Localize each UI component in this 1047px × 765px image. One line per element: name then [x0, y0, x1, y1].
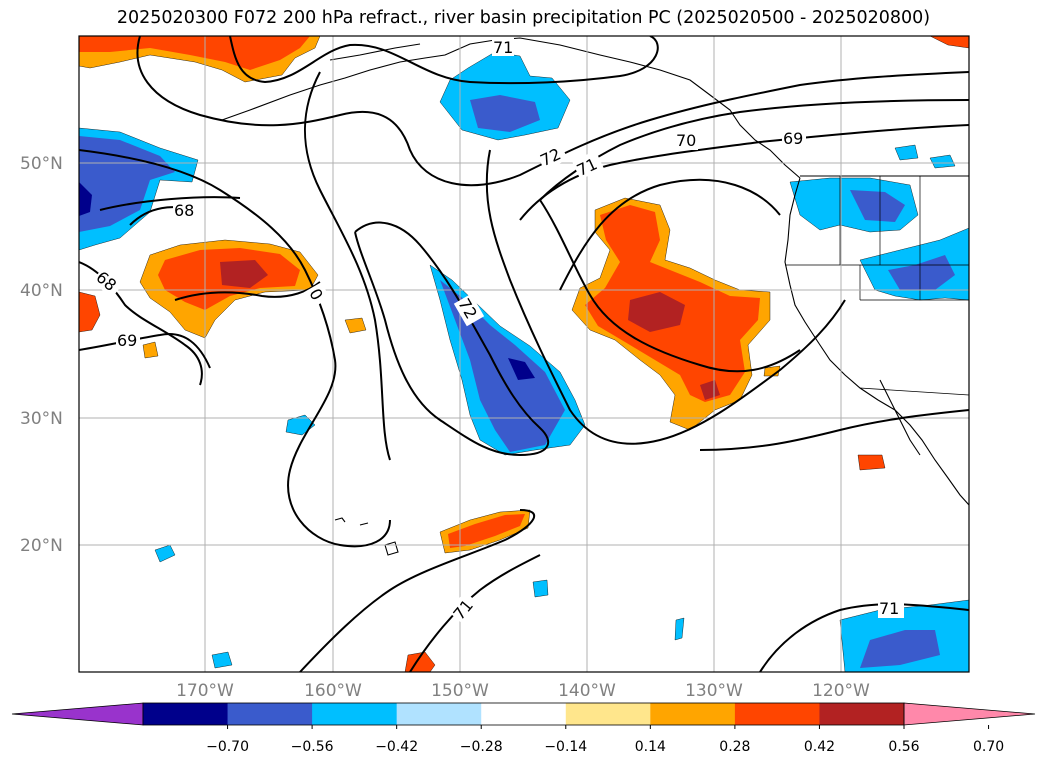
state-borders: [785, 176, 969, 301]
contour-72-mid: [79, 149, 391, 548]
map-title: 2025020300 F072 200 hPa refract., river …: [116, 8, 931, 28]
colorbar-tick-label: 0.70: [973, 739, 1004, 755]
contour-69-west: [79, 196, 241, 369]
contour-71-southeast: [759, 603, 969, 672]
lon-label-130w: 130°W: [685, 681, 743, 701]
contour-label-71-north: 71: [493, 38, 513, 57]
blue-core-pnw: [850, 190, 905, 222]
contour-71-north: [229, 36, 659, 85]
colorbar-segments: [143, 703, 905, 725]
contour-71-outer: [539, 199, 801, 373]
colorbar-frame: [142, 702, 905, 726]
contour-71-east: [519, 124, 969, 221]
blue-blob-7: [929, 154, 956, 169]
map-frame: [78, 35, 970, 673]
warm-region-ne-corner: [929, 36, 969, 49]
lat-label-20n: 20°N: [20, 536, 63, 556]
alaska-islands: [329, 43, 421, 61]
lat-label-30n: 30°N: [20, 409, 63, 429]
contour-71-inner: [485, 149, 846, 445]
lon-label-120w: 120°W: [812, 681, 870, 701]
contour-71-southwest: [409, 554, 541, 672]
darkblue-core-west: [79, 182, 92, 216]
contour-label-68-upper: 68: [174, 201, 194, 220]
contour-label-69-east: 69: [783, 129, 803, 148]
colorbar-tick-label: 0.28: [719, 739, 750, 755]
colorbar-tick-label: 0.14: [635, 739, 666, 755]
colorbar-tick-label: −0.28: [460, 739, 503, 755]
contour-71-center: [304, 71, 391, 461]
contour-label-71-southeast: 71: [879, 599, 899, 618]
warm-core-northwest: [79, 36, 310, 70]
blue-blob-2: [154, 544, 176, 563]
colorbar-tick-label: −0.70: [206, 739, 249, 755]
blue-blob-4: [674, 617, 685, 641]
blue-core-southeast: [860, 630, 940, 668]
colorbar-tick-label: 0.42: [804, 739, 835, 755]
lat-label-40n: 40°N: [20, 281, 63, 301]
blue-blob-3: [532, 579, 549, 598]
lon-label-150w: 150°W: [431, 681, 489, 701]
lat-label-50n: 50°N: [20, 154, 63, 174]
alaska-coast: [221, 37, 801, 179]
darkblue-core-central: [508, 358, 535, 380]
blue-core-west: [79, 136, 175, 232]
blue-core-rockies: [888, 255, 955, 290]
colorbar-segment: [481, 703, 567, 725]
contour-70-south: [699, 409, 969, 451]
colorbar-segment: [396, 703, 482, 725]
colorbar-segment: [650, 703, 736, 725]
colorbar-tick-label: 0.56: [888, 739, 919, 755]
contour-upper-loop: [136, 36, 969, 187]
contour-labels: 71 72 71 70 69 68 68 69 0 72 71 71: [91, 38, 904, 625]
latitude-labels: 50°N 40°N 30°N 20°N: [20, 154, 63, 556]
darkred-core-east-pacific: [628, 292, 685, 332]
blue-blob-6: [894, 144, 919, 161]
map-panel: 71 72 71 70 69 68 68 69 0 72 71 71: [79, 36, 969, 672]
blue-blob-5: [211, 651, 233, 669]
darkred-core-west-pacific: [220, 260, 268, 288]
hawaii-islands: [334, 517, 399, 556]
refractivity-contours: [79, 36, 969, 672]
colorbar-left-extension: [11, 702, 144, 726]
colorbar-right-extension: [903, 702, 1036, 726]
colorbar-segment: [734, 703, 820, 725]
warm-blob-3: [142, 341, 159, 359]
blue-core-gulf-alaska: [470, 95, 540, 132]
coastlines: [221, 37, 969, 556]
colorbar-tick-label: −0.14: [544, 739, 587, 755]
contour-label-70: 70: [676, 131, 696, 150]
colorbar-segment: [565, 703, 651, 725]
warm-core-hawaii: [448, 514, 525, 548]
contour-0: [174, 281, 321, 301]
lon-label-160w: 160°W: [304, 681, 362, 701]
lon-label-170w: 170°W: [176, 681, 234, 701]
longitude-labels: 170°W 160°W 150°W 140°W 130°W 120°W: [176, 681, 870, 701]
colorbar-segment: [227, 703, 313, 725]
mexico-border: [859, 387, 969, 396]
colorbar-ticks: −0.70 −0.56 −0.42 −0.28 −0.14 0.14 0.28 0.42 0.5…: [206, 725, 1004, 755]
colorbar-segment: [819, 703, 905, 725]
positive-anomaly-fills: [79, 36, 969, 672]
lon-label-140w: 140°W: [558, 681, 616, 701]
warm-region-far-west: [79, 291, 101, 333]
colorbar-tick-label: −0.56: [291, 739, 334, 755]
colorbar-segment: [143, 703, 229, 725]
warm-blob-1: [344, 317, 367, 334]
colorbar-tick-label: −0.42: [375, 739, 418, 755]
colorbar: −0.70 −0.56 −0.42 −0.28 −0.14 0.14 0.28 0.42 0.5…: [11, 702, 1036, 755]
darkred-core-east-pacific-2: [700, 380, 720, 400]
contour-72-center: [354, 221, 550, 457]
contour-69-loop: [559, 178, 781, 291]
colorbar-segment: [312, 703, 398, 725]
west-coast: [784, 177, 969, 506]
baja-coast: [879, 379, 921, 456]
contour-label-69-west: 69: [117, 331, 137, 350]
contour-71-south: [299, 509, 535, 672]
warm-blob-2: [857, 454, 886, 471]
